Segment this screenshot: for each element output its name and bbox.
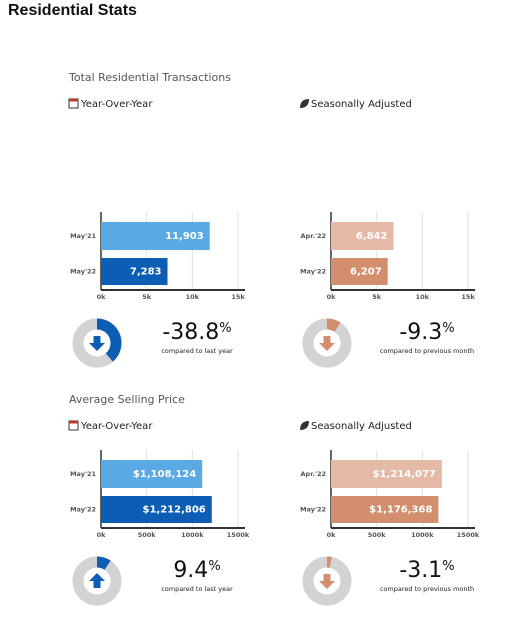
bar <box>331 460 442 488</box>
x-tick-label: 0k <box>327 293 337 301</box>
bar <box>331 496 439 523</box>
x-tick-label: 1500k <box>227 531 250 539</box>
x-tick-label: 15k <box>461 293 475 301</box>
change-caption: compared to last year <box>161 347 233 355</box>
change-arrow <box>319 336 335 351</box>
value-label: 6,207 <box>350 267 382 278</box>
change-number: -3.1 <box>399 558 442 583</box>
change-value: -38.8% <box>162 320 231 345</box>
category-label: Apr.'22 <box>301 470 326 478</box>
category-label: May'21 <box>70 232 96 240</box>
bar <box>331 258 388 285</box>
gauge-arc <box>96 556 111 570</box>
panel-label: Seasonally Adjusted <box>311 421 412 432</box>
change-number: 9.4 <box>173 558 208 583</box>
bar <box>101 496 212 523</box>
x-tick-label: 5k <box>142 293 152 301</box>
change-unit: % <box>219 321 231 336</box>
page-title: Residential Stats <box>8 2 137 19</box>
change-value: 9.4% <box>173 558 220 583</box>
x-tick-label: 10k <box>416 293 430 301</box>
change-caption: compared to last year <box>161 585 233 593</box>
bar <box>331 222 394 250</box>
x-tick-label: 0k <box>97 293 107 301</box>
change-unit: % <box>442 321 454 336</box>
change-value: -9.3% <box>399 320 454 345</box>
gauge-arc <box>326 318 341 332</box>
x-tick-label: 500k <box>138 531 157 539</box>
change-unit: % <box>208 559 220 574</box>
x-tick-label: 10k <box>186 293 200 301</box>
category-label: Apr.'22 <box>301 232 326 240</box>
change-unit: % <box>442 559 454 574</box>
section-title: Average Selling Price <box>69 393 185 406</box>
value-label: $1,214,077 <box>373 469 436 480</box>
bar <box>101 222 210 250</box>
panel-label: Year-Over-Year <box>80 421 153 432</box>
value-label: 11,903 <box>165 231 204 242</box>
x-tick-label: 15k <box>231 293 245 301</box>
x-tick-label: 1500k <box>457 531 480 539</box>
gauge-arc <box>96 318 122 362</box>
category-label: May'22 <box>70 268 96 276</box>
change-arrow <box>89 573 105 588</box>
category-label: May'22 <box>300 506 326 514</box>
x-tick-label: 1000k <box>411 531 434 539</box>
x-tick-label: 0k <box>327 531 337 539</box>
change-arrow <box>89 336 105 351</box>
leaf-icon <box>300 421 309 430</box>
value-label: $1,108,124 <box>133 469 196 480</box>
calendar-icon-top <box>69 99 78 102</box>
change-number: -38.8 <box>162 320 219 345</box>
bar <box>101 258 168 285</box>
change-caption: compared to previous month <box>380 585 474 593</box>
change-number: -9.3 <box>399 320 442 345</box>
value-label: 7,283 <box>130 267 162 278</box>
x-tick-label: 500k <box>368 531 387 539</box>
category-label: May'22 <box>70 506 96 514</box>
value-label: $1,212,806 <box>143 505 206 516</box>
change-arrow <box>319 574 335 589</box>
leaf-icon <box>300 99 309 108</box>
category-label: May'21 <box>70 470 96 478</box>
category-label: May'22 <box>300 268 326 276</box>
x-tick-label: 0k <box>97 531 107 539</box>
value-label: $1,176,368 <box>369 505 432 516</box>
bar <box>101 460 203 488</box>
panel-label: Seasonally Adjusted <box>311 99 412 110</box>
change-value: -3.1% <box>399 558 454 583</box>
section-title: Total Residential Transactions <box>68 71 231 84</box>
x-tick-label: 1000k <box>181 531 204 539</box>
panel-label: Year-Over-Year <box>80 99 153 110</box>
value-label: 6,842 <box>356 231 388 242</box>
calendar-icon-top <box>69 421 78 424</box>
x-tick-label: 5k <box>372 293 382 301</box>
change-caption: compared to previous month <box>380 347 474 355</box>
